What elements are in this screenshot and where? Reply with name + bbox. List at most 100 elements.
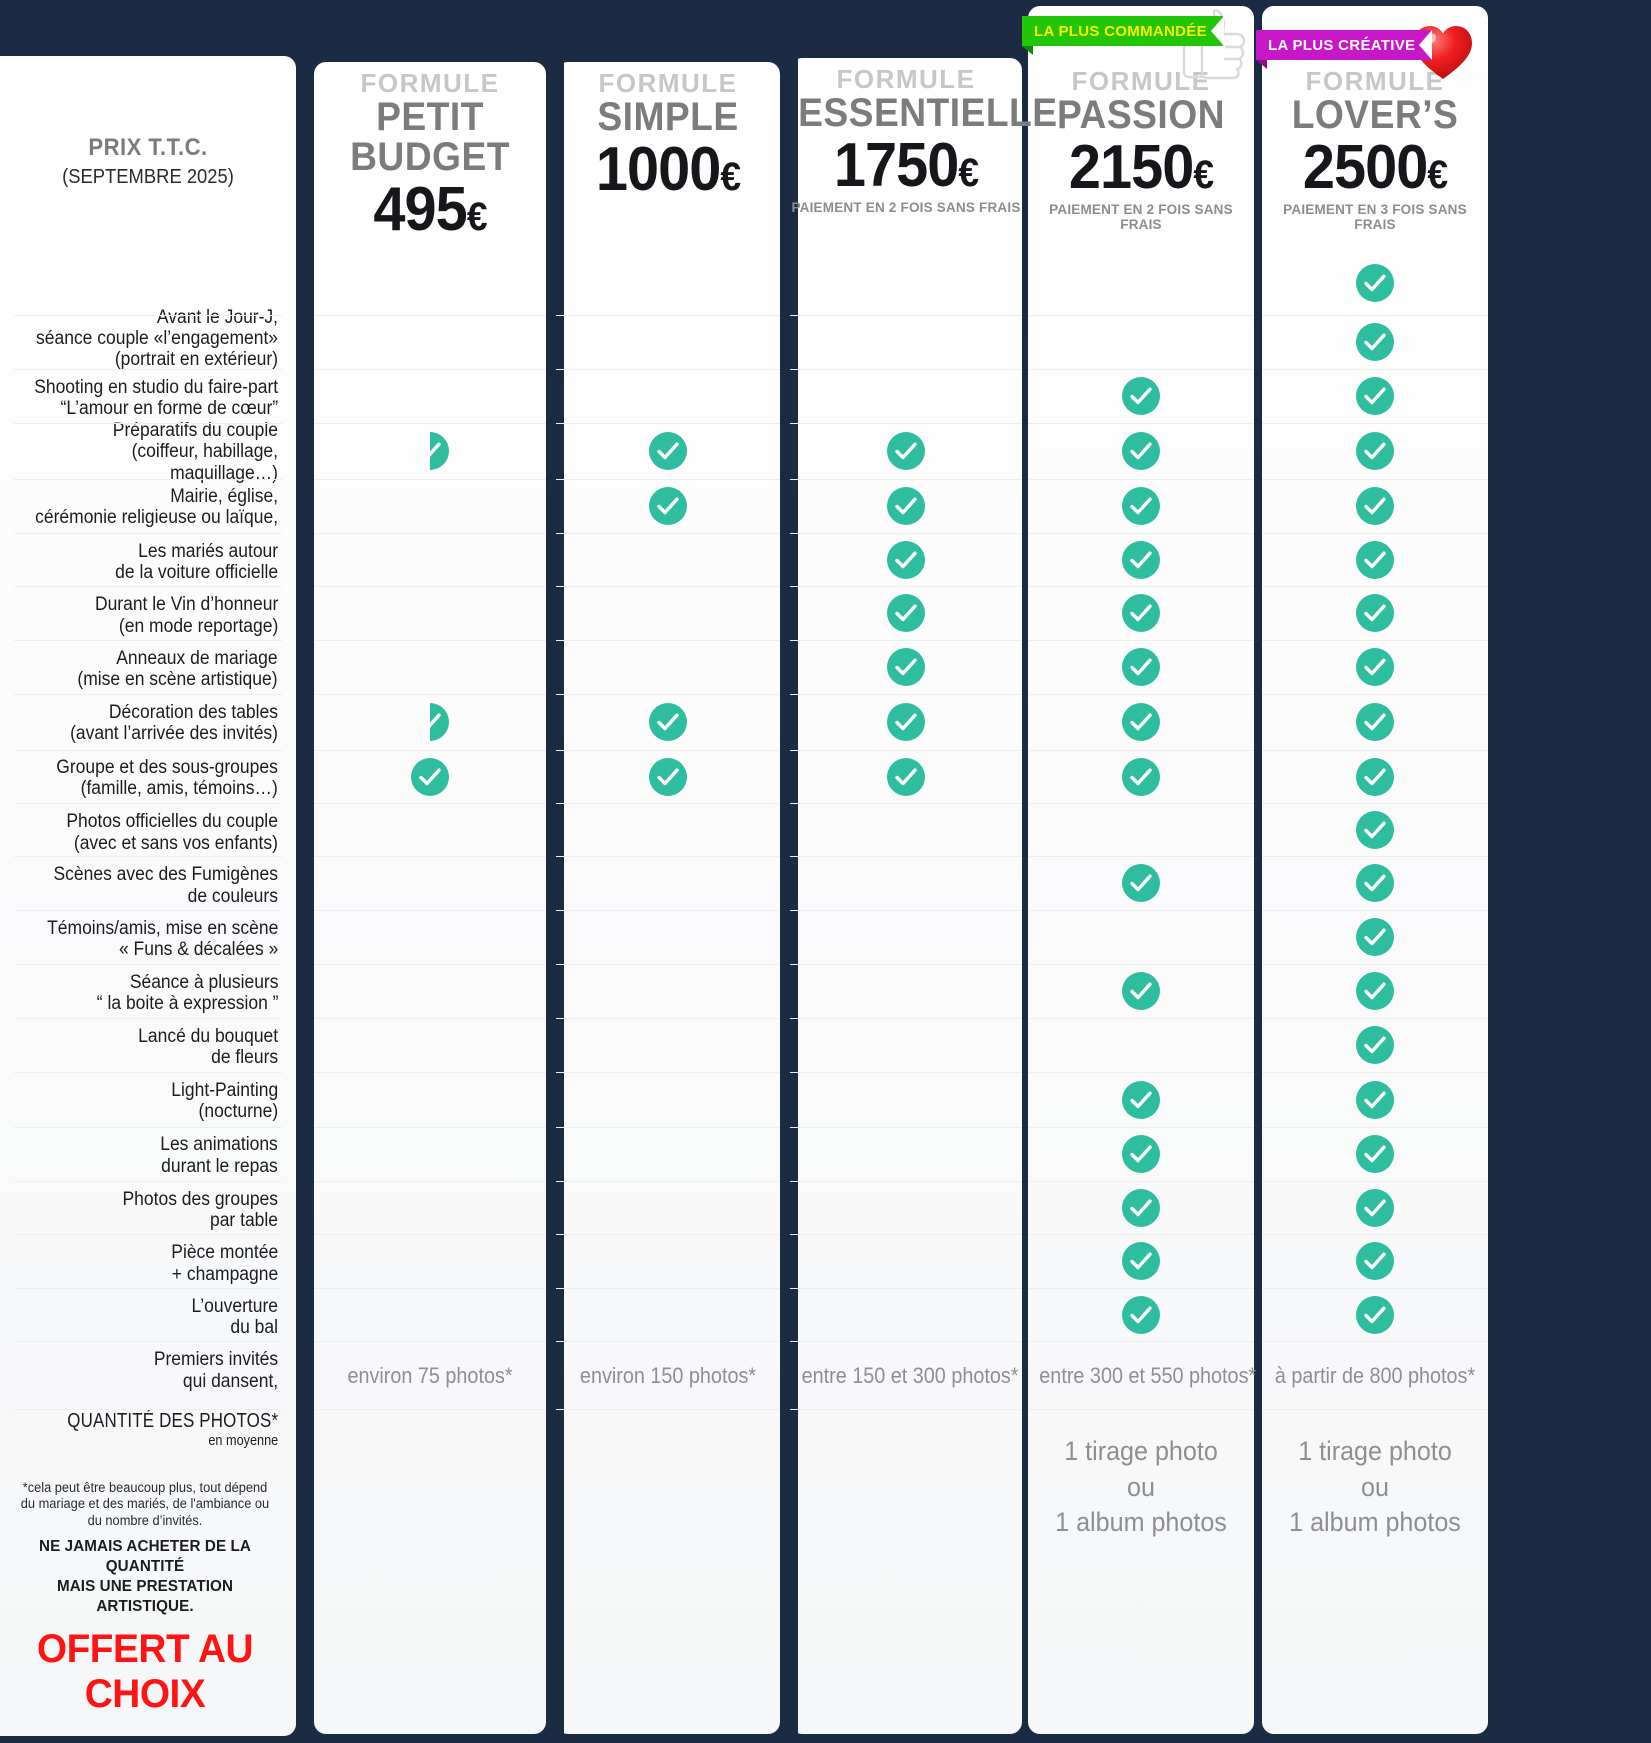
row-separator: [1262, 1018, 1488, 1019]
row-separator: [1262, 586, 1488, 587]
check-icon: [1122, 432, 1160, 470]
row-separator: [14, 910, 282, 911]
row-separator: [1028, 964, 1254, 965]
plan-card-essentielle[interactable]: [790, 58, 1022, 1734]
feature-label: Photos officielles du couple (avec et sa…: [66, 811, 278, 854]
plan-payment-terms: PAIEMENT EN 2 FOIS SANS FRAIS: [791, 200, 1021, 216]
check-icon: [411, 757, 449, 796]
row-separator: [14, 750, 282, 751]
row-separator: [314, 750, 546, 751]
feature-label: Mairie, église, cérémonie religieuse ou …: [35, 485, 278, 528]
row-separator: [556, 479, 780, 480]
row-separator: [556, 1234, 780, 1235]
row-marker-bar: [296, 805, 314, 854]
footnote-star-note: *cela peut être beaucoup plus, tout dépe…: [20, 1480, 270, 1528]
photo-quantity-value: environ 75 photos*: [347, 1363, 513, 1388]
row-separator: [1028, 1181, 1254, 1182]
row-separator: [314, 1018, 546, 1019]
row-marker-bar: [296, 1074, 314, 1125]
check-icon: [1356, 1295, 1394, 1334]
row-separator: [314, 694, 546, 695]
row-separator: [556, 1072, 780, 1073]
row-separator: [556, 694, 780, 695]
plan-card-petit-budget[interactable]: [314, 62, 546, 1734]
check-icon: [1356, 432, 1394, 470]
row-separator: [556, 1127, 780, 1128]
gift-offer-text: 1 tirage photo ou 1 album photos: [1055, 1436, 1227, 1538]
row-marker-bar: [296, 752, 314, 801]
row-separator: [790, 369, 1022, 370]
plan-price: 2150€: [1036, 137, 1246, 199]
plan-price: 1750€: [798, 135, 1014, 197]
plan-price-currency: €: [466, 195, 488, 240]
row-separator: [14, 369, 282, 370]
row-separator: [314, 1341, 546, 1342]
row-separator: [1028, 369, 1254, 370]
row-separator: [14, 803, 282, 804]
badge-most-creative-tail: [1256, 60, 1267, 69]
feature-row: Mairie, église, cérémonie religieuse ou …: [10, 479, 278, 535]
check-icon: [887, 432, 925, 470]
feature-row: Témoins/amis, mise en scène « Funs & déc…: [10, 912, 278, 966]
row-marker-bar: [296, 1236, 314, 1286]
plan-header-lover-s: FORMULE LOVER’S 2500€ PAIEMENT EN 3 FOIS SA…: [1262, 67, 1488, 233]
feature-row: L’ouverture du bal: [10, 1290, 278, 1344]
feature-row: Avant le Jour-J, séance couple «l’engage…: [10, 306, 278, 371]
row-separator: [14, 1072, 282, 1073]
plan-payment-terms: PAIEMENT EN 3 FOIS SANS FRAIS: [1283, 202, 1467, 233]
row-separator: [1028, 423, 1254, 424]
check-icon: [1356, 323, 1394, 361]
row-separator: [1028, 1234, 1254, 1235]
row-separator: [1028, 1288, 1254, 1289]
row-marker-bar: [296, 588, 314, 638]
row-marker-bar: [296, 966, 314, 1016]
plan-price-currency: €: [1193, 153, 1214, 198]
quantity-title: QUANTITÉ DES PHOTOS*: [67, 1409, 278, 1432]
row-separator: [1028, 750, 1254, 751]
row-separator: [314, 964, 546, 965]
plan-header-passion: FORMULE PASSION 2150€ PAIEMENT EN 2 FOIS SA…: [1028, 67, 1254, 232]
footnote-offer: OFFERT AU CHOIX: [36, 1627, 254, 1717]
row-separator: [790, 479, 1022, 480]
row-separator: [790, 586, 1022, 587]
feature-label: Groupe et des sous-groupes (famille, ami…: [56, 756, 278, 799]
check-icon: [1122, 1080, 1160, 1119]
check-icon: [1122, 540, 1160, 579]
check-icon: [1122, 594, 1160, 632]
feature-row: Anneaux de mariage (mise en scène artist…: [10, 642, 278, 696]
row-separator: [556, 533, 780, 534]
row-separator: [14, 856, 282, 857]
price-header-subtitle: (SEPTEMBRE 2025): [62, 166, 234, 188]
badge-most-creative: LA PLUS CRÉATIVE: [1256, 30, 1433, 60]
row-separator: [556, 1341, 780, 1342]
plan-name: SIMPLE: [597, 95, 739, 140]
quantity-subtitle: en moyenne: [208, 1432, 278, 1450]
row-separator: [1028, 1072, 1254, 1073]
row-separator: [1262, 369, 1488, 370]
check-icon: [1356, 487, 1394, 525]
check-icon: [1356, 648, 1394, 686]
plan-name: PASSION: [1057, 93, 1225, 138]
check-icon: [649, 703, 687, 741]
check-icon: [1356, 1242, 1394, 1280]
row-separator: [790, 640, 1022, 641]
row-marker-bar: [296, 912, 314, 962]
feature-column-card: PRIX T.T.C. (SEPTEMBRE 2025) Avant le Jo…: [0, 56, 296, 1736]
row-separator: [556, 369, 780, 370]
row-separator: [14, 640, 282, 641]
row-marker-bar: [296, 425, 314, 477]
row-separator: [1028, 1127, 1254, 1128]
row-separator: [790, 1181, 1022, 1182]
row-separator: [1028, 1341, 1254, 1342]
feature-label: Premiers invités qui dansent,: [153, 1349, 278, 1392]
price-header-title: PRIX T.T.C.: [88, 134, 208, 161]
row-separator: [1028, 1409, 1254, 1410]
row-separator: [1028, 315, 1254, 316]
photo-quantity-value: entre 150 et 300 photos*: [801, 1363, 1019, 1388]
row-separator: [790, 1234, 1022, 1235]
check-icon: [1122, 972, 1160, 1010]
row-separator: [1262, 750, 1488, 751]
plan-card-simple[interactable]: [556, 62, 780, 1734]
row-separator: [14, 1127, 282, 1128]
check-icon: [649, 432, 687, 470]
